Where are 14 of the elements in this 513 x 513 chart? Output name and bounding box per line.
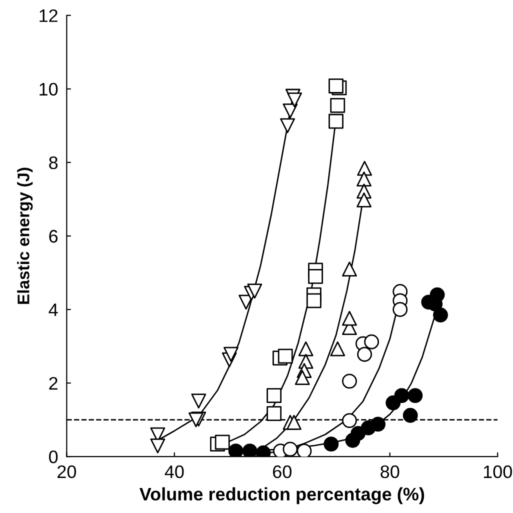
y-tick-label: 2 — [49, 376, 58, 390]
y-tick-label: 8 — [49, 156, 58, 170]
y-tick-label: 12 — [40, 9, 58, 22]
x-axis-title: Volume reduction percentage (%) — [139, 487, 424, 504]
x-tick-label: 80 — [380, 465, 400, 478]
y-axis-title: Elastic energy (J) — [17, 168, 33, 304]
x-tick-label: 100 — [484, 465, 512, 478]
x-tick-label: 60 — [273, 465, 292, 478]
y-tick-label: 6 — [49, 230, 58, 243]
y-tick-label: 4 — [48, 304, 58, 316]
x-tick-label: 20 — [58, 465, 76, 478]
y-tick-label: 0 — [49, 450, 58, 464]
y-tick-label: 10 — [40, 82, 58, 96]
x-tick-label: 40 — [164, 465, 184, 478]
